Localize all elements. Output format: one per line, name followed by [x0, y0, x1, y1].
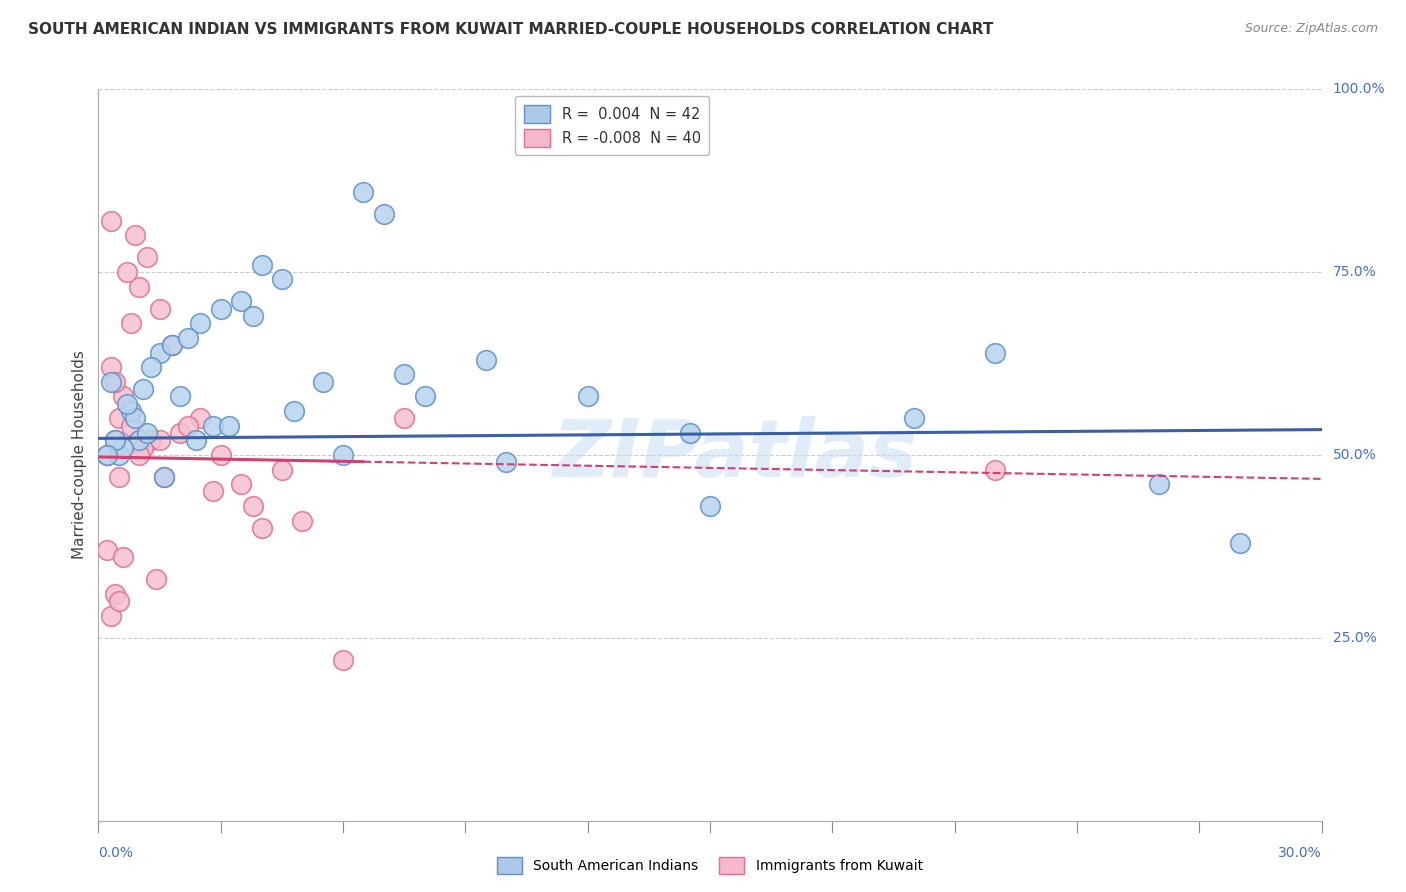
Point: [242, 309, 264, 323]
Point: [188, 411, 212, 425]
Point: [149, 434, 172, 448]
Point: [169, 389, 191, 403]
Point: [104, 434, 127, 448]
Point: [149, 301, 172, 316]
Point: [270, 462, 294, 476]
Point: [108, 470, 131, 484]
Point: [1229, 535, 1251, 549]
Point: [177, 418, 200, 433]
Point: [209, 301, 232, 316]
Point: [96, 448, 118, 462]
Point: [100, 608, 122, 623]
Point: [124, 228, 146, 243]
Text: SOUTH AMERICAN INDIAN VS IMMIGRANTS FROM KUWAIT MARRIED-COUPLE HOUSEHOLDS CORREL: SOUTH AMERICAN INDIAN VS IMMIGRANTS FROM…: [28, 22, 994, 37]
Point: [120, 404, 142, 418]
Point: [283, 404, 305, 418]
Point: [209, 448, 232, 462]
Point: [186, 434, 208, 448]
Point: [495, 455, 517, 469]
Point: [160, 338, 183, 352]
Point: [373, 206, 395, 220]
Point: [392, 368, 416, 382]
Text: 30.0%: 30.0%: [1278, 846, 1322, 860]
Point: [984, 345, 1007, 359]
Point: [291, 514, 314, 528]
Point: [576, 389, 599, 403]
Point: [115, 397, 138, 411]
Point: [231, 294, 253, 309]
Point: [699, 499, 721, 513]
Text: ZIPatlas: ZIPatlas: [553, 416, 917, 494]
Point: [250, 258, 273, 272]
Legend: South American Indians, Immigrants from Kuwait: South American Indians, Immigrants from …: [492, 852, 928, 880]
Point: [128, 279, 150, 293]
Point: [152, 470, 174, 484]
Point: [128, 434, 150, 448]
Point: [96, 448, 118, 462]
Point: [104, 434, 127, 448]
Point: [169, 425, 191, 440]
Point: [108, 448, 131, 462]
Point: [242, 499, 264, 513]
Point: [160, 338, 183, 352]
Point: [136, 251, 159, 265]
Point: [120, 316, 142, 330]
Point: [270, 272, 294, 286]
Point: [312, 375, 335, 389]
Text: 50.0%: 50.0%: [1333, 448, 1376, 462]
Text: Source: ZipAtlas.com: Source: ZipAtlas.com: [1244, 22, 1378, 36]
Point: [177, 331, 200, 345]
Point: [145, 572, 167, 586]
Point: [141, 434, 163, 448]
Y-axis label: Married-couple Households: Married-couple Households: [72, 351, 87, 559]
Point: [108, 594, 131, 608]
Point: [903, 411, 925, 425]
Point: [104, 587, 127, 601]
Point: [679, 425, 702, 440]
Point: [352, 185, 374, 199]
Point: [132, 441, 155, 455]
Point: [201, 418, 224, 433]
Point: [132, 382, 155, 396]
Point: [104, 375, 127, 389]
Point: [1147, 477, 1170, 491]
Point: [100, 214, 122, 228]
Point: [984, 462, 1007, 476]
Text: 100.0%: 100.0%: [1333, 82, 1385, 96]
Point: [100, 375, 122, 389]
Point: [413, 389, 436, 403]
Text: 0.0%: 0.0%: [98, 846, 134, 860]
Point: [108, 411, 131, 425]
Point: [111, 389, 134, 403]
Point: [120, 418, 142, 433]
Point: [124, 411, 146, 425]
Point: [392, 411, 416, 425]
Point: [100, 360, 122, 375]
Point: [111, 441, 134, 455]
Point: [201, 484, 224, 499]
Point: [128, 448, 150, 462]
Point: [136, 425, 159, 440]
Point: [231, 477, 253, 491]
Point: [141, 360, 163, 375]
Point: [250, 521, 273, 535]
Point: [188, 316, 212, 330]
Point: [115, 265, 138, 279]
Point: [474, 352, 498, 367]
Point: [96, 543, 118, 558]
Point: [218, 418, 240, 433]
Point: [111, 550, 134, 565]
Point: [149, 345, 172, 359]
Point: [332, 653, 354, 667]
Point: [152, 470, 174, 484]
Text: 25.0%: 25.0%: [1333, 631, 1376, 645]
Point: [332, 448, 354, 462]
Text: 75.0%: 75.0%: [1333, 265, 1376, 279]
